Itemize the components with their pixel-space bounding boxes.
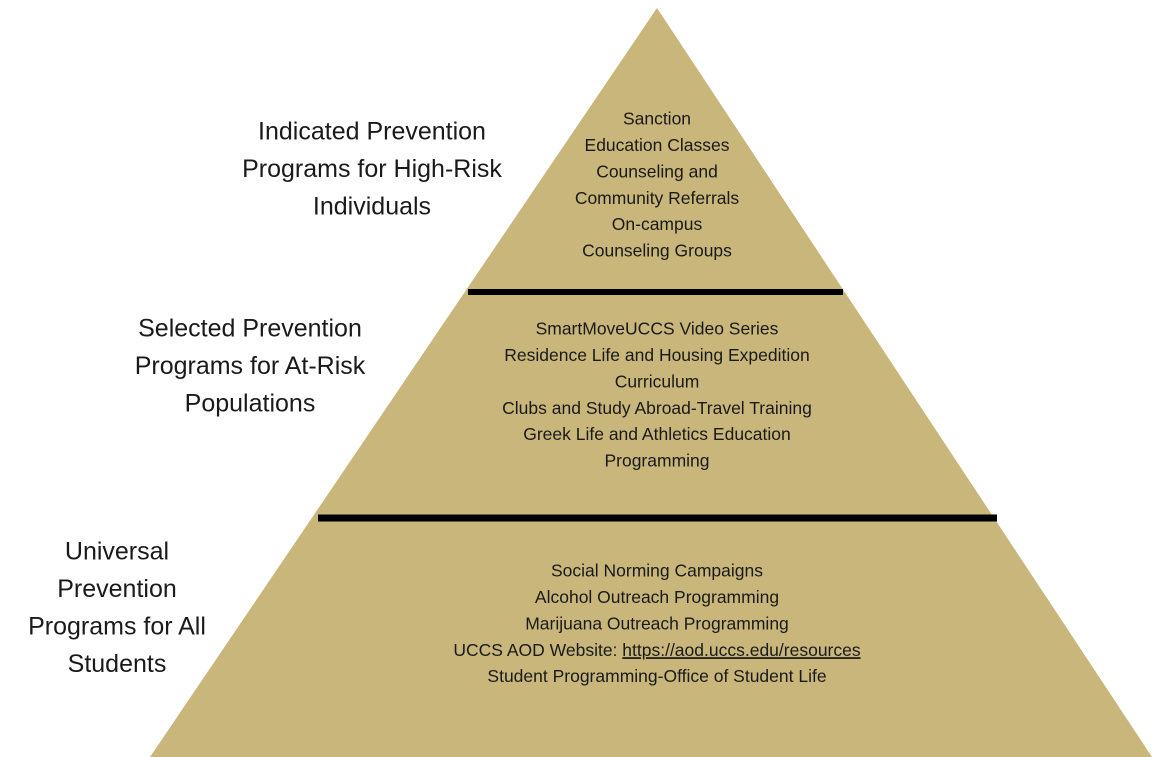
tier-label: Universal — [65, 538, 169, 566]
tier-label: Populations — [185, 390, 316, 418]
program-item: SmartMoveUCCS Video Series — [536, 319, 779, 339]
pyramid — [150, 8, 1152, 757]
program-item: Marijuana Outreach Programming — [525, 613, 789, 633]
tier-label: Prevention — [57, 575, 177, 603]
program-item: Counseling and — [596, 161, 718, 181]
program-item: Social Norming Campaigns — [551, 561, 763, 581]
program-item: Sanction — [623, 109, 691, 129]
tier-label: Students — [68, 650, 167, 678]
program-item: Education Classes — [585, 135, 730, 155]
tier-label: Programs for At-Risk — [135, 352, 366, 380]
program-item: On-campus — [612, 214, 703, 234]
website-link[interactable]: https://aod.uccs.edu/resources — [622, 640, 861, 660]
program-item: UCCS AOD Website: https://aod.uccs.edu/r… — [453, 640, 860, 660]
program-item: Community Referrals — [575, 188, 740, 208]
program-item: Student Programming-Office of Student Li… — [487, 666, 826, 686]
tier-label: Programs for High-Risk — [242, 155, 502, 183]
item-text: UCCS AOD Website: — [453, 640, 622, 660]
program-item: Counseling Groups — [582, 241, 732, 261]
tier-label: Indicated Prevention — [258, 118, 486, 146]
tier-label: Individuals — [313, 193, 431, 221]
program-item: Clubs and Study Abroad-Travel Training — [502, 398, 812, 418]
program-item: Residence Life and Housing Expedition — [504, 345, 809, 365]
tier-label: Programs for All — [28, 613, 206, 641]
program-item: Alcohol Outreach Programming — [535, 587, 779, 607]
program-item: Programming — [604, 451, 709, 471]
tier-label: Selected Prevention — [138, 315, 362, 343]
program-item: Curriculum — [615, 371, 700, 391]
program-item: Greek Life and Athletics Education — [523, 424, 791, 444]
